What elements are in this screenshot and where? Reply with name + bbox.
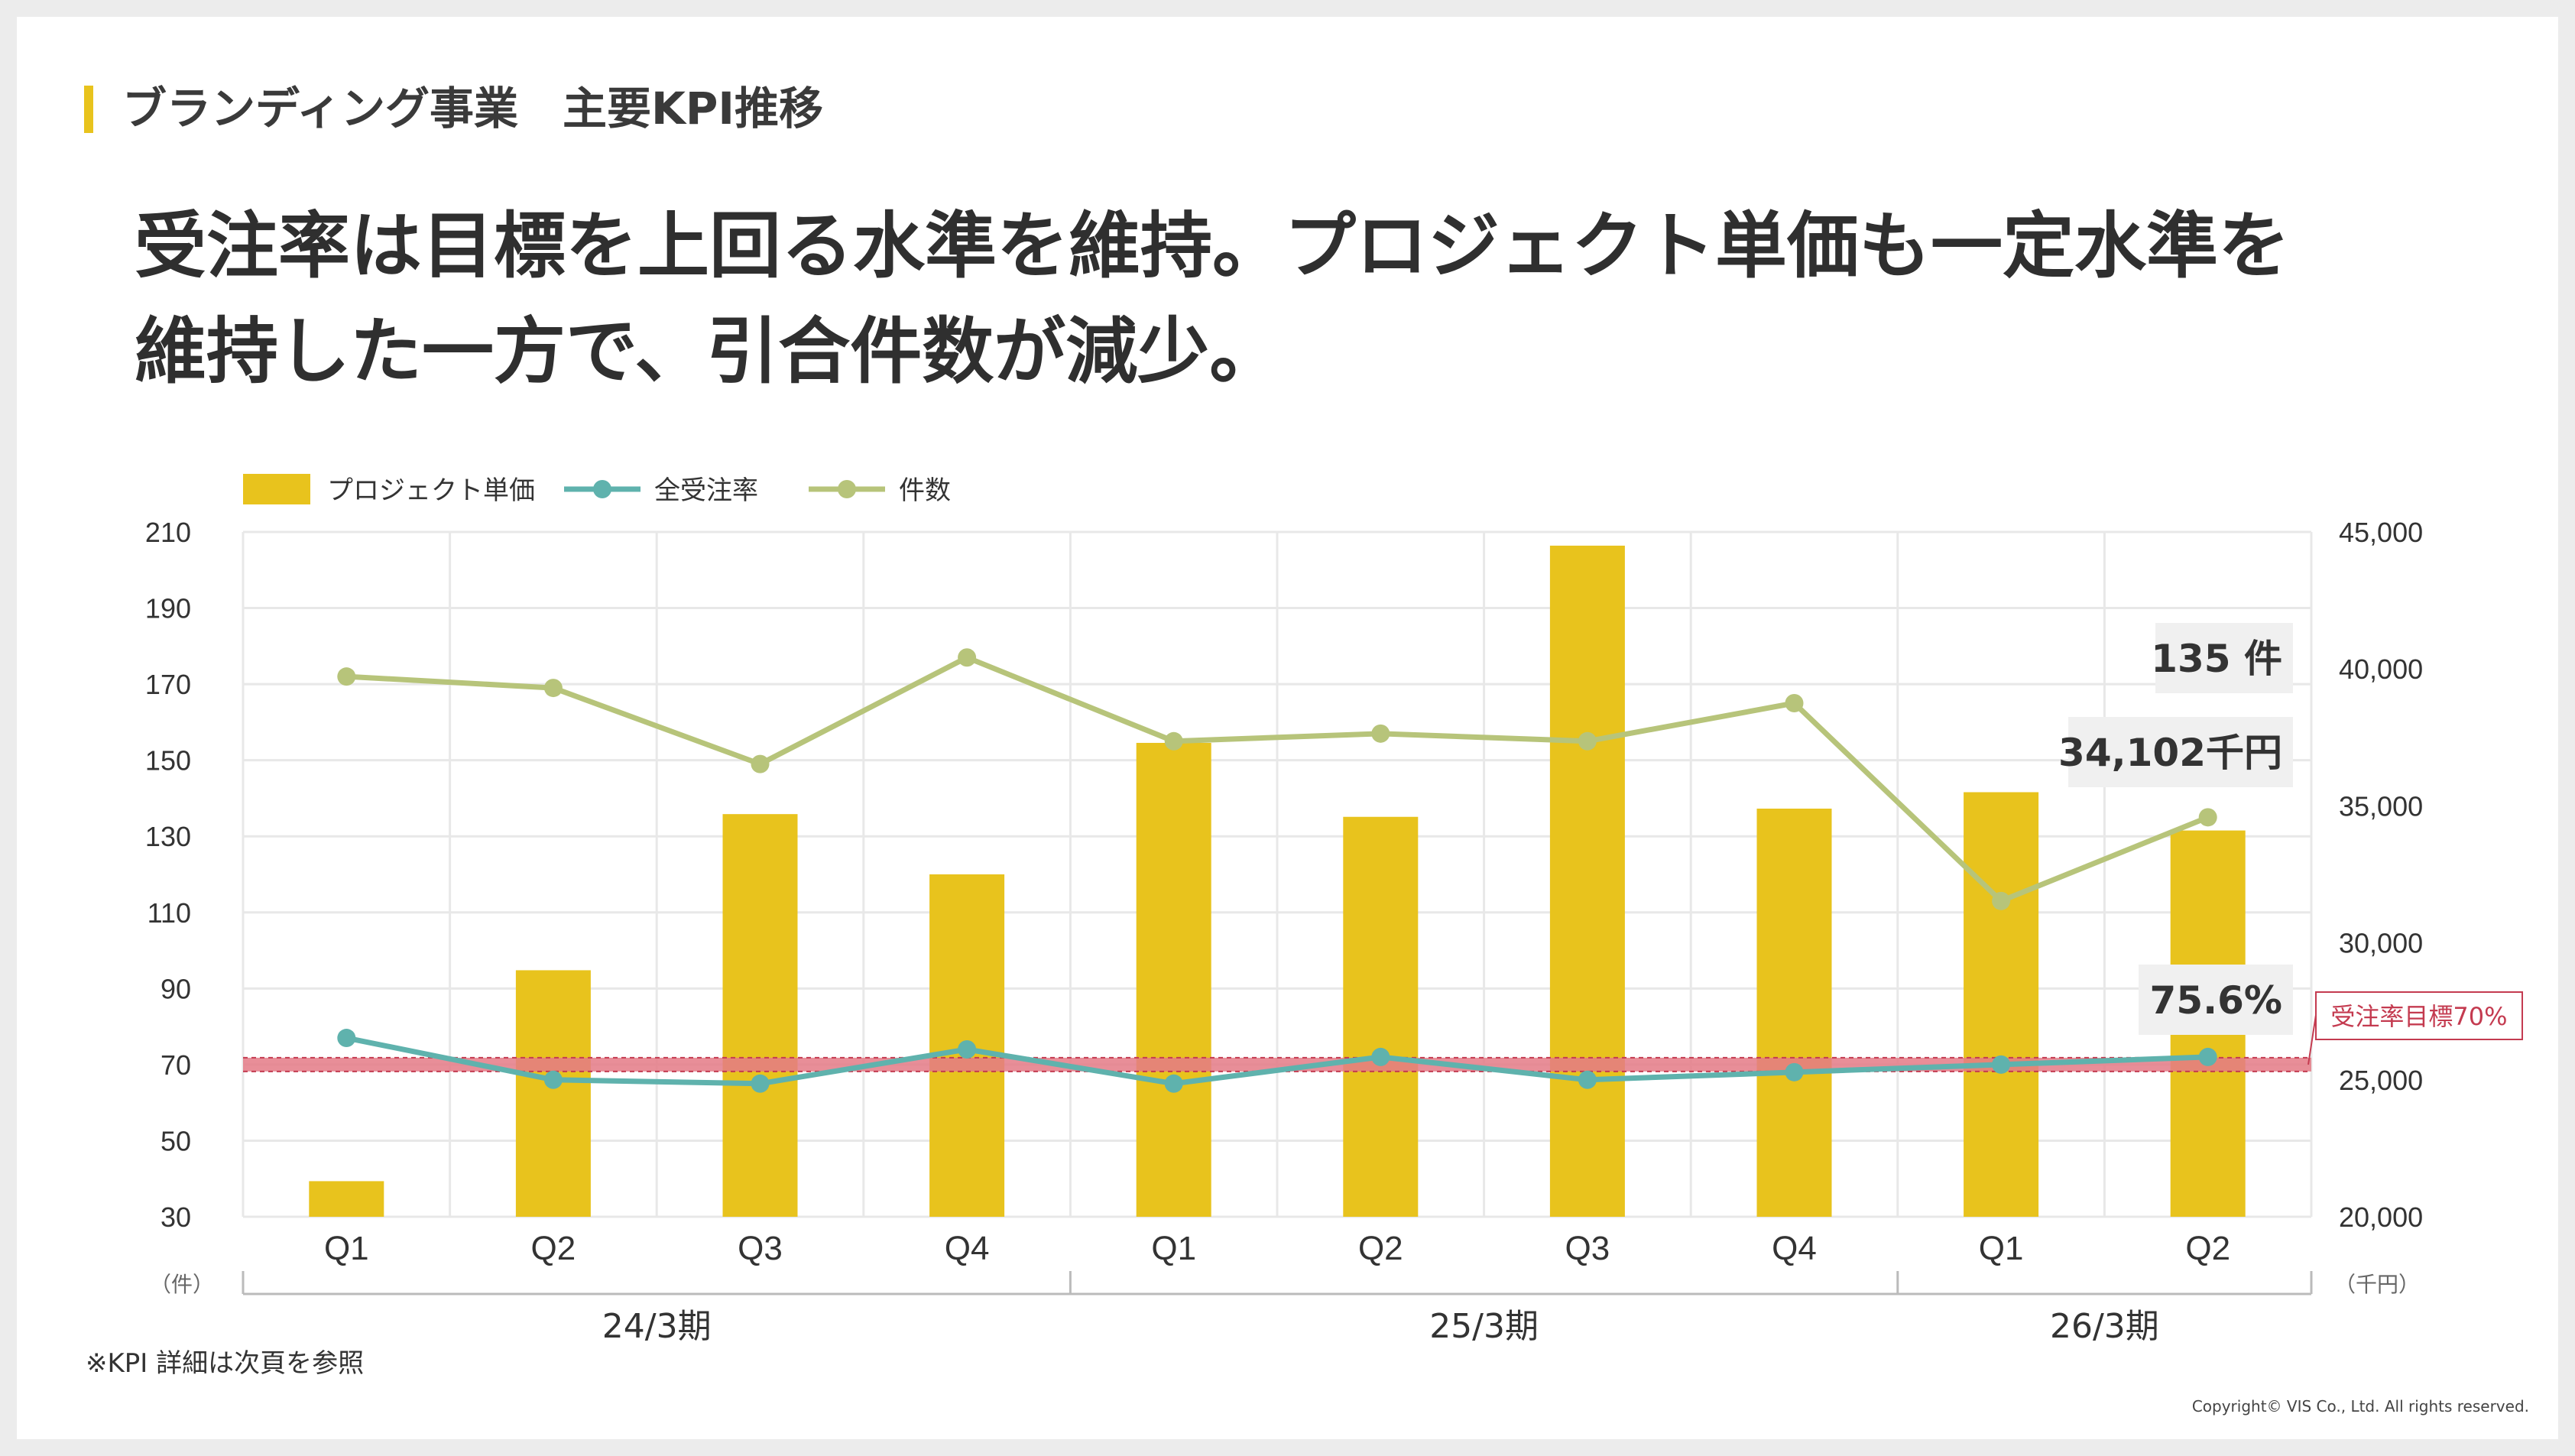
order-rate-point	[1992, 1055, 2011, 1074]
bar-project-price	[1964, 792, 2039, 1217]
callout-rate: 75.6%	[2150, 978, 2282, 1023]
bar-project-price	[1756, 808, 1832, 1217]
target-label-leader	[2307, 1014, 2317, 1065]
target-label: 受注率目標70%	[2330, 1002, 2507, 1031]
left-axis-tick: 130	[145, 821, 191, 852]
count-point	[751, 754, 770, 773]
x-axis-tick: Q1	[1151, 1230, 1196, 1267]
right-axis-tick: 20,000	[2339, 1201, 2423, 1233]
legend-swatch-price	[243, 474, 310, 504]
bar-project-price	[309, 1181, 384, 1217]
section-accent-bar	[84, 86, 93, 133]
count-point	[1164, 731, 1183, 751]
right-axis-tick: 25,000	[2339, 1065, 2423, 1096]
period-label: 24/3期	[602, 1307, 712, 1346]
period-label: 25/3期	[1429, 1307, 1539, 1346]
period-label: 26/3期	[2050, 1307, 2159, 1346]
count-point	[958, 648, 977, 667]
right-axis-unit: （千円）	[2334, 1272, 2420, 1297]
order-rate-point	[958, 1039, 977, 1059]
bar-project-price	[1549, 545, 1625, 1217]
right-axis-tick: 45,000	[2339, 517, 2423, 548]
x-axis-tick: Q2	[2185, 1230, 2230, 1267]
count-point	[1992, 891, 2011, 910]
left-axis-tick: 110	[148, 897, 191, 929]
count-line	[346, 654, 2210, 904]
order-rate-point	[751, 1074, 770, 1093]
left-axis-tick: 150	[145, 745, 191, 777]
left-axis-tick: 90	[161, 973, 191, 1004]
order-rate-point	[2198, 1047, 2217, 1066]
order-rate-point	[337, 1029, 356, 1048]
left-axis-tick: 190	[145, 593, 191, 624]
right-axis-tick: 30,000	[2339, 928, 2423, 959]
copyright: Copyright© VIS Co., Ltd. All rights rese…	[2191, 1397, 2529, 1415]
x-axis-tick: Q2	[1358, 1230, 1403, 1267]
legend-label-count: 件数	[899, 475, 951, 506]
x-axis-tick: Q4	[1772, 1230, 1817, 1267]
order-rate-point	[1578, 1070, 1597, 1089]
bar-project-price	[515, 970, 591, 1217]
legend-swatch-count-dot	[838, 480, 856, 498]
target-label-box	[2315, 991, 2523, 1040]
left-axis-tick: 70	[161, 1049, 191, 1081]
callout-count-box	[2155, 623, 2293, 693]
left-axis-tick: 210	[145, 517, 191, 548]
x-axis-tick: Q3	[738, 1230, 783, 1267]
x-axis-tick: Q1	[324, 1230, 369, 1267]
count-point	[543, 679, 563, 698]
headline-line-2: 維持した一方で、引合件数が減少。	[135, 310, 1282, 394]
left-axis-tick: 170	[145, 669, 191, 700]
legend-label-rate: 全受注率	[654, 475, 758, 506]
count-point	[1578, 731, 1597, 751]
callout-count: 135 件	[2151, 637, 2282, 681]
legend-label-price: プロジェクト単価	[327, 475, 535, 506]
bar-project-price	[1136, 742, 1211, 1217]
section-title: ブランディング事業 主要KPI推移	[122, 83, 823, 135]
callout-price-box	[2068, 717, 2293, 787]
right-axis-tick: 40,000	[2339, 653, 2423, 685]
count-point	[1371, 724, 1390, 743]
left-axis-unit: （件）	[150, 1272, 214, 1297]
x-axis-tick: Q4	[945, 1230, 990, 1267]
order-rate-point	[1785, 1062, 1804, 1081]
callout-rate-box	[2139, 965, 2293, 1035]
headline: 受注率は目標を上回る水準を維持。プロジェクト単価も一定水準を 維持した一方で、引…	[135, 194, 2427, 405]
bar-project-price	[1343, 816, 1419, 1217]
footnote: ※KPI 詳細は次頁を参照	[86, 1348, 365, 1379]
headline-line-1: 受注率は目標を上回る水準を維持。プロジェクト単価も一定水準を	[135, 205, 2291, 288]
x-axis-tick: Q1	[1979, 1230, 2024, 1267]
count-point	[2198, 808, 2217, 827]
x-axis-tick: Q3	[1565, 1230, 1610, 1267]
legend-swatch-rate-dot	[593, 480, 611, 498]
left-axis-tick: 50	[161, 1125, 191, 1156]
callout-price: 34,102千円	[2058, 731, 2282, 775]
count-point	[1785, 694, 1804, 712]
bar-project-price	[722, 814, 798, 1217]
left-axis-tick: 30	[161, 1201, 191, 1233]
order-rate-point	[1164, 1074, 1183, 1093]
order-rate-point	[1371, 1047, 1390, 1066]
order-rate-line	[345, 1035, 2208, 1087]
count-point	[337, 667, 356, 686]
right-axis-tick: 35,000	[2339, 790, 2423, 822]
x-axis-tick: Q2	[531, 1230, 576, 1267]
order-rate-point	[543, 1070, 563, 1089]
